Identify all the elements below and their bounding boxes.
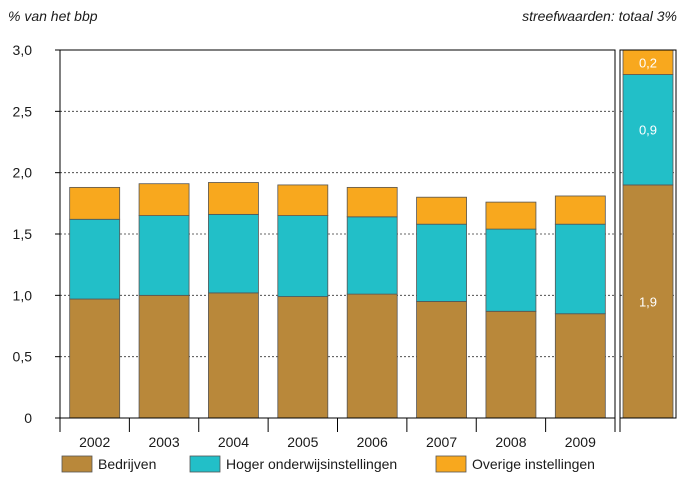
legend-label: Hoger onderwijsinstellingen [226,456,397,472]
bar-segment [416,223,467,302]
x-tick-label: 2008 [495,434,526,450]
y-axis: 0 0,5 1,0 1,5 2,0 2,5 3,0 [13,42,60,426]
legend-label: Overige instellingen [472,456,595,472]
bar-segment [208,182,259,215]
x-tick-label: 2007 [426,434,457,450]
legend-swatch [189,455,221,473]
y-tick-label: 0 [24,410,32,426]
bar-segment [277,215,329,297]
target-bar-segment [622,74,674,186]
x-tick-label: 2006 [357,434,388,450]
target-data-label: 1,9 [639,294,657,309]
bar-segment [554,223,606,315]
x-tick-label: 2004 [218,434,249,450]
bars: 1,9 0,9 0,2 [69,49,674,419]
bar-segment [138,183,190,216]
bar-segment [554,313,606,419]
x-axis: 2002 2003 2004 2005 2006 2007 2008 2009 [59,418,621,450]
target-bar-segment [622,49,674,75]
y-axis-unit-label: % van het bbp [8,8,98,24]
bar-segment [69,186,121,220]
bar-segment [485,310,537,419]
x-tick-label: 2003 [148,434,179,450]
legend: Bedrijven Hoger onderwijsinstellingen Over… [61,455,595,473]
y-tick-label: 2,0 [13,165,33,181]
bar-segment [416,301,467,419]
target-data-label: 0,9 [639,123,657,138]
bar-segment [69,218,121,300]
target-frame [619,49,677,419]
bar-segment [138,294,190,419]
bar-segment [277,184,329,217]
bar-segment [554,195,606,225]
bar-segment [346,216,398,295]
bar-segment [208,213,259,294]
bar-segment [346,293,398,419]
bar-segment [138,215,190,296]
target-note: streefwaarden: totaal 3% [522,8,677,24]
y-tick-label: 1,0 [13,287,33,303]
x-tick-label: 2002 [79,434,110,450]
legend-swatch [61,455,93,473]
bar-segment [277,296,329,419]
y-tick-label: 3,0 [13,42,33,58]
y-tick-label: 0,5 [13,349,33,365]
x-tick-label: 2005 [287,434,318,450]
bar-segment [69,298,121,419]
y-tick-label: 2,5 [13,103,33,119]
bar-segment [346,186,398,218]
legend-swatch [435,455,467,473]
bar-segment [208,292,259,419]
bar-segment [485,228,537,312]
legend-label: Bedrijven [98,456,156,472]
y-tick-label: 1,5 [13,226,33,242]
bar-segment [485,201,537,230]
bar-segment [416,196,467,225]
target-data-label: 0,2 [639,55,657,70]
x-tick-label: 2009 [565,434,596,450]
